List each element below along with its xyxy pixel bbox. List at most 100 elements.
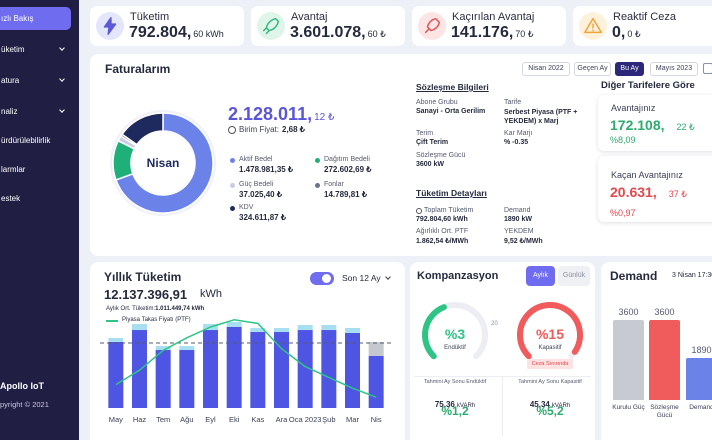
forecast-unit: kVARh [456,403,476,409]
x-tick-label: Nis [371,415,382,424]
nav-item[interactable]: atura [0,69,71,92]
total-cents: 12 ₺ [314,112,335,123]
average-label: Aylık Ort. Tüketim: [106,306,156,312]
yearly-unit: kWh [200,288,222,300]
graphic: %3 Endüktif 20 %15 Kapasitif [422,302,583,360]
donut-center-label: Nisan [147,156,180,170]
bar [155,346,171,351]
period-button[interactable]: Mayıs 2023 [650,62,698,76]
legend-label: Aktif Bedel [239,156,273,163]
kpi-value-row: 0, 0 ₺ [612,24,641,42]
field-value: 3600 kW [416,161,445,168]
period-label: Mayıs 2023 [655,65,693,72]
forecast-value-row: 45,34 kVARh [505,394,595,412]
x-tick-label: Demand [689,404,712,411]
panel-title: Demand [610,269,658,283]
field-label: YEKDEM [504,228,534,235]
kpi-icon [418,12,446,40]
tariff-label: Kaçan Avantajınız [611,170,683,180]
legend-dot [230,158,235,163]
forecast-value-row: 75,36 kVARh [410,394,500,412]
tariff-percent: %0,97 [610,208,636,218]
gauge-value: %15 [536,326,564,342]
nav-item[interactable]: larmlar [0,158,71,181]
forecast-unit: kVARh [551,403,571,409]
bar [649,320,680,400]
period-label: Nisan 2022 [528,65,564,72]
nav-item[interactable]: ızlı Bakış [0,7,71,30]
bar [108,337,124,342]
graphic: May Haz Tem Ağu Eyl Eki Kas Ara Oca 2023 Şub Mar Ni… [100,319,392,424]
forecast-percent: %5,2 [536,404,564,418]
toggle-knob [322,274,331,283]
x-tick-label: May [109,415,123,424]
bar [345,332,360,408]
x-tick-label: Oca 2023 [289,415,322,424]
kpi-icon [257,12,285,40]
nav-label: estek [1,194,21,203]
period-label: Geçen Ay [577,65,608,72]
x-tick-label: Haz [133,415,147,424]
mode-label: Günlük [562,272,586,279]
ptf-line [115,319,377,398]
bar [321,325,337,331]
brand: Apollo IoT [0,381,44,391]
nav-item[interactable]: naliz [0,100,71,123]
unit-price: Birim Fiyat: 2,68 ₺ [239,125,305,134]
bar [132,330,147,408]
kpi-value-row: 3.601.078, 60 ₺ [290,24,386,42]
nav-item[interactable]: ürdürülebilirlik [0,129,71,152]
field-label: Abone Grubu [416,99,458,106]
toggle[interactable] [310,272,334,285]
field-label: Kar Marjı [504,130,533,137]
mode-button[interactable]: Günlük [558,266,590,286]
mode-button[interactable]: Aylık [526,266,555,286]
invoice-total: 2.128.011, 12 ₺ [228,104,334,125]
x-tick-label: Kas [251,415,264,424]
x-tick-label: Ağu [180,415,193,424]
period-button[interactable]: Nisan 2022 [522,62,570,76]
kpi-value: 0, [612,24,626,41]
panel: Kompanzasyon Aylık Günlük %3 Endüktif 20 %15 Ka… [410,262,595,440]
graphic [103,17,117,35]
kpi-value: 792.804, [129,24,192,41]
chevron-icon [59,76,65,82]
yearly-total: 12.137.396,91 [104,287,188,302]
bar [250,328,266,333]
bar [297,325,313,331]
bar [368,341,384,356]
x-tick-label: Tem [156,415,170,424]
tariff-value: 172.108, [610,117,665,133]
panel: Faturalarım Nisan 2022 Geçen Ay Bu Ay Mayıs … [90,54,712,256]
period-label: Bu Ay [620,65,639,72]
nav-label: naliz [1,107,18,116]
kpi-title: Tüketim [130,11,170,23]
tariff-cents: 37 ₺ [668,189,687,199]
field-label: Ağırlıklı Ort. PTF [416,228,469,235]
period-button[interactable]: Geçen Ay [574,62,611,76]
calendar-button[interactable] [703,63,712,74]
period-button[interactable]: Bu Ay [615,62,644,76]
panel-title: Faturalarım [105,62,171,76]
tariff-card: Avantajınız 172.108, 22 ₺ %8,09 [598,95,712,151]
value-label: 3600 [654,307,675,317]
legend-value: 1.478.981,35 ₺ [239,165,294,174]
gauge-arc [517,302,583,360]
legend-dot [230,206,235,211]
legend-label: Fonlar [324,181,344,188]
kpi-card: Tüketim 792.804, 60 kWh [90,6,244,46]
gauge-limit: 20 [491,321,498,327]
field-label: Demand [504,207,531,214]
nav-item[interactable]: üketim [0,38,71,61]
field-label: Toplam Tüketim [424,207,474,214]
tariff-value-row: 172.108, 22 ₺ [610,117,695,135]
field-value: Serbest Piyasa (PTF + YEKDEM) x Marj [504,109,578,125]
range-select[interactable]: Son 12 Ay [340,272,395,286]
bar [250,332,266,408]
icon-shape [262,17,280,35]
nav-item[interactable]: estek [0,187,71,210]
legend-value: 37.025,40 ₺ [239,190,282,199]
legend-value: 14.789,81 ₺ [324,190,367,199]
average-legend: Aylık Ort. Tüketim:1.011.449,74 kWh [106,306,204,312]
